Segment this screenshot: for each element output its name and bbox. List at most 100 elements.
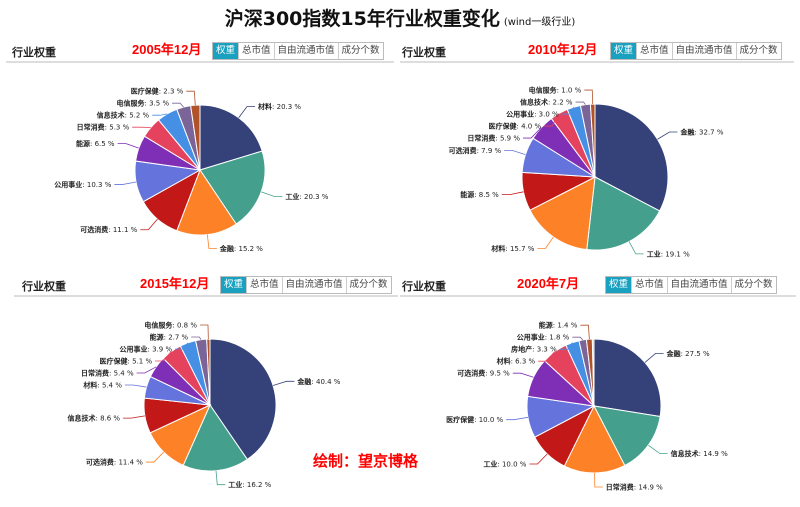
slice-name: 可选消费 — [449, 146, 477, 155]
slice-name: 能源 — [460, 190, 474, 199]
slice-value: : 20.3 % — [299, 193, 328, 201]
slice-name: 工业 — [483, 459, 497, 468]
slice-name: 工业 — [228, 480, 242, 489]
slice-value: : 16.2 % — [242, 481, 271, 489]
leader-line — [273, 381, 294, 385]
slice-value: : 32.7 % — [694, 129, 723, 137]
leader-line — [172, 103, 184, 107]
leader-line — [125, 385, 146, 387]
slice-value: : 2.7 % — [164, 334, 189, 342]
slice-label: 可选消费: 7.9 % — [449, 146, 502, 155]
slice-name: 信息技术 — [67, 414, 95, 423]
slice-name: 可选消费 — [457, 369, 485, 378]
slice-value: : 6.3 % — [511, 358, 536, 366]
slice-name: 日常消费 — [606, 482, 634, 491]
slice-value: : 10.3 % — [82, 181, 111, 189]
slice-name: 金融 — [219, 244, 234, 253]
leader-line — [186, 91, 195, 105]
leader-line — [657, 132, 677, 139]
slice-value: : 11.4 % — [114, 459, 143, 467]
slice-value: : 8.5 % — [474, 191, 499, 199]
leader-line — [123, 416, 145, 418]
slice-value: : 1.4 % — [553, 322, 578, 330]
leader-line — [595, 473, 603, 487]
slice-name: 信息技术 — [97, 111, 125, 120]
slice-name: 电信服务 — [529, 86, 558, 95]
slice-label: 电信服务: 3.5 % — [117, 99, 170, 108]
leader-line — [572, 337, 582, 340]
slice-value: : 7.9 % — [477, 147, 502, 155]
slice-label: 材料: 20.3 % — [257, 102, 301, 111]
leader-line — [114, 182, 136, 185]
slice-name: 金融 — [296, 377, 311, 386]
slice-label: 公用事业: 3.9 % — [120, 345, 173, 354]
page-title: 沪深300指数15年行业权重变化(wind一级行业) — [0, 4, 800, 31]
slice-name: 公用事业 — [54, 180, 82, 189]
slice-name: 工业 — [285, 192, 299, 201]
slice-label: 可选消费: 9.5 % — [457, 369, 510, 378]
slice-name: 可选消费 — [86, 458, 114, 467]
leader-line — [146, 452, 164, 462]
slice-value: : 11.1 % — [108, 226, 137, 234]
leader-line — [200, 325, 208, 339]
leader-line — [645, 353, 664, 362]
leader-line — [502, 192, 524, 195]
slice-label: 医疗保健: 2.3 % — [131, 87, 184, 96]
leader-line — [629, 242, 644, 254]
slice-value: : 14.9 % — [699, 450, 728, 458]
slice-name: 房地产 — [511, 345, 532, 354]
slice-value: : 10.0 % — [497, 460, 526, 468]
leader-line — [537, 237, 553, 249]
slice-value: : 0.8 % — [172, 322, 197, 330]
slice-name: 日常消费 — [467, 134, 495, 143]
slice-name: 信息技术 — [671, 449, 699, 458]
leader-line — [239, 107, 255, 118]
slice-value: : 1.0 % — [557, 87, 582, 95]
pie-chart: 金融: 40.4 % 工业: 16.2 % 可选消费: 11.4 % 信息技术: 8.… — [0, 272, 400, 507]
slice-value: : 3.5 % — [145, 100, 170, 108]
pie-slice[interactable] — [594, 339, 661, 416]
slice-label: 可选消费: 11.4 % — [86, 458, 143, 467]
slice-name: 金融 — [679, 128, 694, 137]
leader-line — [576, 102, 586, 105]
slice-label: 公用事业: 1.8 % — [517, 333, 570, 342]
slice-label: 电信服务: 1.0 % — [529, 86, 582, 95]
slice-label: 日常消费: 5.4 % — [81, 369, 134, 378]
slice-label: 金融: 32.7 % — [679, 128, 723, 137]
slice-value: : 6.5 % — [90, 140, 115, 148]
pie-chart: 材料: 20.3 % 工业: 20.3 % 金融: 15.2 % 可选消费: 11.1… — [0, 38, 400, 273]
slice-name: 日常消费 — [81, 369, 109, 378]
pie-chart: 金融: 27.5 %信息技术: 14.9 %日常消费: 14.9 %工业: 10… — [400, 272, 800, 507]
slice-name: 材料 — [82, 381, 97, 390]
slice-label: 可选消费: 11.1 % — [80, 225, 137, 234]
slice-label: 工业: 19.1 % — [647, 249, 690, 258]
slice-name: 电信服务 — [117, 99, 146, 108]
slice-label: 工业: 20.3 % — [285, 192, 328, 201]
slice-label: 信息技术: 2.2 % — [520, 98, 573, 107]
leader-line — [261, 192, 282, 197]
slice-name: 医疗保健 — [489, 122, 518, 131]
slice-name: 公用事业 — [506, 110, 534, 119]
slice-value: : 3.9 % — [148, 346, 173, 354]
slice-value: : 10.0 % — [474, 416, 503, 424]
slice-value: : 19.1 % — [661, 250, 690, 258]
slice-label: 能源: 2.7 % — [150, 333, 189, 342]
slice-value: : 5.4 % — [109, 370, 134, 378]
slice-name: 金融 — [666, 349, 681, 358]
slice-value: : 5.3 % — [105, 124, 130, 132]
slice-value: : 8.6 % — [95, 415, 120, 423]
slice-name: 材料 — [496, 357, 511, 366]
leader-line — [504, 150, 525, 154]
pie-panel-1: 行业权重 2005年12月 权重总市值自由流通市值成分个数 材料: 20.3 %… — [0, 38, 400, 273]
slice-name: 医疗保健 — [446, 415, 475, 424]
slice-value: : 2.2 % — [548, 99, 573, 107]
slice-name: 日常消费 — [77, 123, 105, 132]
main-title: 沪深300指数15年行业权重变化 — [225, 8, 500, 30]
slice-value: : 40.4 % — [311, 378, 340, 386]
slice-value: : 15.7 % — [505, 245, 534, 253]
slice-value: : 15.2 % — [234, 245, 263, 253]
slice-value: : 14.9 % — [634, 483, 663, 491]
slice-label: 工业: 10.0 % — [483, 459, 526, 468]
slice-label: 材料: 6.3 % — [496, 357, 536, 366]
leader-line — [140, 219, 157, 230]
